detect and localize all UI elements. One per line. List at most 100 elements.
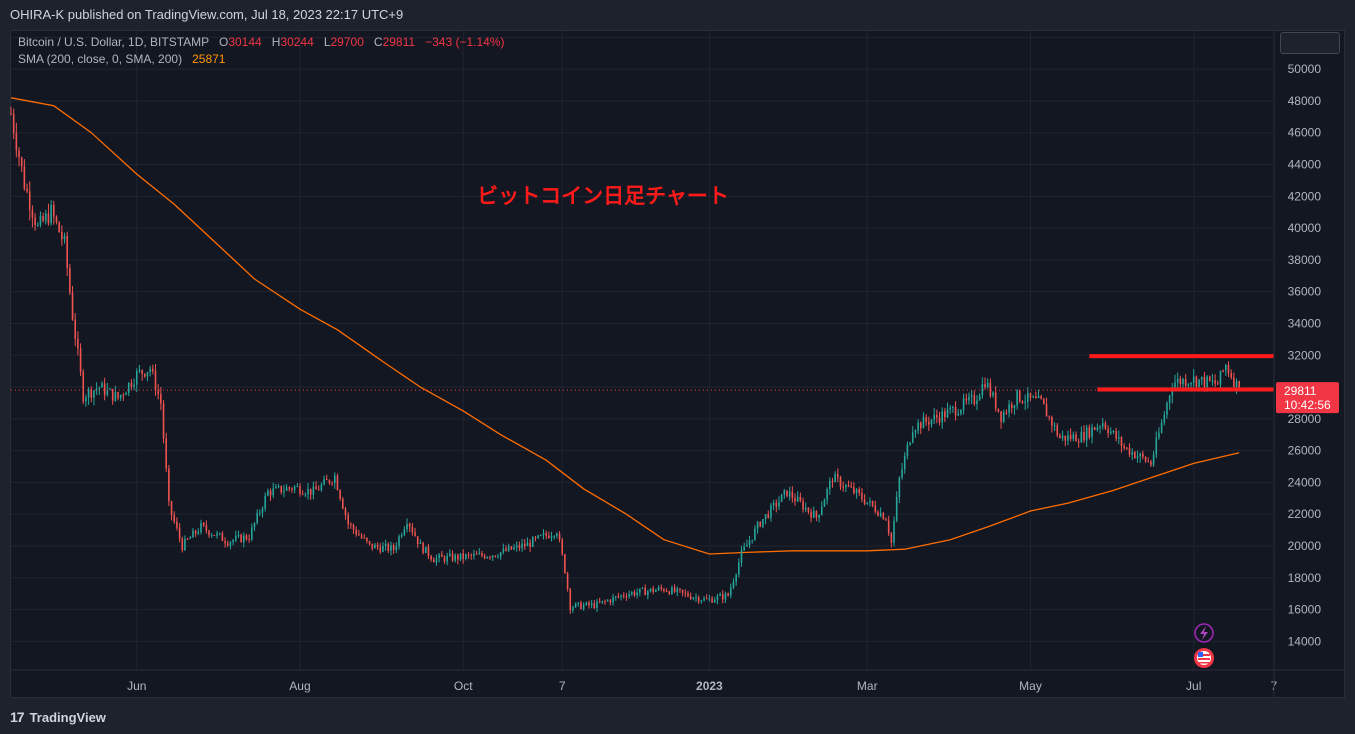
candle-body bbox=[414, 532, 416, 537]
candle-body bbox=[628, 594, 630, 597]
candle-body bbox=[269, 490, 272, 496]
y-tick-label: 40000 bbox=[1288, 221, 1322, 235]
candle-body bbox=[376, 544, 379, 548]
candle-body bbox=[275, 486, 277, 489]
candle-body bbox=[1174, 382, 1176, 388]
candle-body bbox=[10, 113, 12, 115]
horizontal-lines[interactable] bbox=[1089, 354, 1274, 392]
candle-body bbox=[713, 600, 716, 603]
x-tick-label: Jul bbox=[1186, 679, 1201, 693]
candle-body bbox=[82, 371, 85, 402]
candle-body bbox=[475, 553, 478, 555]
candle-body bbox=[738, 562, 740, 575]
sma-value: 25871 bbox=[192, 52, 226, 66]
candle-body bbox=[189, 537, 192, 539]
candle-body bbox=[684, 592, 687, 594]
candle-body bbox=[735, 574, 737, 582]
candle-body bbox=[601, 600, 604, 603]
candle-body bbox=[721, 594, 724, 600]
candle-body bbox=[625, 596, 628, 598]
candle-body bbox=[31, 209, 34, 218]
y-tick-label: 28000 bbox=[1288, 412, 1322, 426]
candle-body bbox=[850, 486, 853, 488]
lightning-icon[interactable] bbox=[1194, 623, 1214, 643]
tradingview-logo[interactable]: 17 TradingView bbox=[10, 708, 106, 726]
candle-body bbox=[1203, 376, 1206, 388]
candle-body bbox=[160, 394, 162, 404]
x-tick-label: Jun bbox=[127, 679, 146, 693]
candle-body bbox=[34, 217, 36, 225]
candle-body bbox=[210, 535, 213, 537]
y-tick-label: 26000 bbox=[1288, 444, 1322, 458]
candle-body bbox=[556, 533, 558, 537]
candle-body bbox=[176, 521, 178, 528]
y-tick-label: 32000 bbox=[1288, 348, 1322, 362]
candle-body bbox=[871, 500, 874, 506]
candle-body bbox=[368, 541, 371, 544]
candle-body bbox=[837, 474, 839, 478]
candle-body bbox=[1217, 383, 1219, 385]
candle-body bbox=[1233, 377, 1235, 387]
candle-body bbox=[831, 480, 834, 483]
candle-body bbox=[226, 543, 229, 546]
candle-body bbox=[756, 522, 759, 529]
candle-body bbox=[200, 522, 202, 533]
low-value: 29700 bbox=[330, 35, 364, 49]
candle-body bbox=[449, 553, 451, 556]
candle-body bbox=[1187, 384, 1190, 386]
candle-body bbox=[968, 396, 970, 401]
candle-body bbox=[564, 554, 566, 574]
candle-body bbox=[930, 419, 933, 425]
candle-body bbox=[333, 475, 336, 483]
candle-body bbox=[264, 495, 267, 509]
candle-body bbox=[1091, 427, 1093, 438]
y-tick-label: 14000 bbox=[1288, 634, 1322, 648]
candle-body bbox=[730, 587, 732, 596]
low-label: L bbox=[323, 35, 331, 49]
candle-body bbox=[87, 389, 90, 398]
candle-body bbox=[390, 545, 392, 551]
chart-title: ビットコイン日足チャート bbox=[477, 184, 729, 208]
candle-body bbox=[917, 422, 919, 431]
candle-body bbox=[218, 533, 221, 535]
candle-body bbox=[232, 540, 234, 543]
candle-body bbox=[893, 520, 895, 543]
candle-body bbox=[1048, 416, 1051, 418]
candle-body bbox=[74, 319, 77, 339]
candle-body bbox=[293, 486, 296, 490]
candle-body bbox=[526, 542, 529, 547]
candle-body bbox=[903, 455, 906, 470]
candle-body bbox=[1171, 387, 1174, 396]
candle-body bbox=[914, 430, 917, 433]
candle-body bbox=[820, 506, 823, 515]
candle-body bbox=[117, 392, 119, 399]
candle-body bbox=[130, 382, 133, 387]
candle-body bbox=[1211, 380, 1214, 382]
candle-body bbox=[1080, 431, 1083, 443]
us-flag-icon[interactable] bbox=[1194, 648, 1214, 668]
y-tick-label: 42000 bbox=[1288, 189, 1322, 203]
candle-body bbox=[727, 593, 729, 596]
candle-body bbox=[146, 372, 149, 377]
candle-body bbox=[122, 394, 125, 396]
candle-body bbox=[639, 588, 641, 593]
candle-body bbox=[743, 546, 745, 551]
price-chart[interactable]: JunAugOct72023MarMayJul71400016000180002… bbox=[0, 0, 1355, 698]
y-tick-label: 16000 bbox=[1288, 603, 1322, 617]
candle-body bbox=[1117, 437, 1120, 439]
candle-body bbox=[403, 529, 406, 535]
candle-body bbox=[863, 499, 866, 504]
candle-body bbox=[537, 535, 539, 538]
candle-body bbox=[944, 411, 946, 418]
high-value: 30244 bbox=[280, 35, 314, 49]
candle-body bbox=[1101, 423, 1104, 427]
candle-body bbox=[970, 395, 973, 397]
chart-settings-box[interactable] bbox=[1280, 32, 1340, 54]
candle-body bbox=[1029, 392, 1032, 398]
candle-body bbox=[58, 222, 60, 233]
footer-bar bbox=[0, 698, 1355, 734]
candle-body bbox=[1179, 378, 1182, 385]
candle-body bbox=[689, 596, 692, 599]
candle-body bbox=[633, 592, 636, 596]
candle-body bbox=[61, 232, 63, 240]
